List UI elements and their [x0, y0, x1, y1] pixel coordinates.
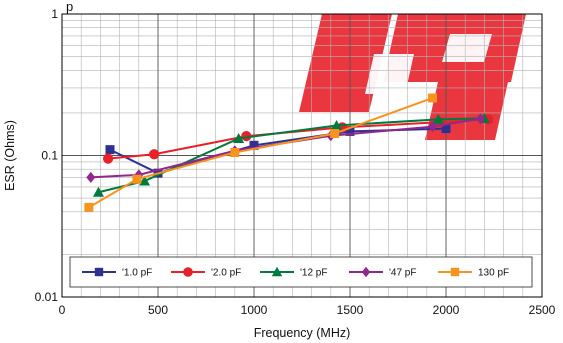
- data-point: [330, 129, 340, 139]
- watermark-cutout: [442, 34, 492, 62]
- data-point: [345, 126, 355, 136]
- series-130-pf: [84, 93, 438, 212]
- data-point: [92, 186, 104, 197]
- legend-box: [69, 256, 533, 288]
- data-point: [441, 124, 451, 134]
- y-tick-label: 0.1: [41, 149, 58, 163]
- data-point: [102, 153, 114, 164]
- data-point: [132, 174, 142, 184]
- data-point: [105, 145, 115, 155]
- x-tick-label: 0: [59, 303, 66, 317]
- data-point: [450, 267, 460, 277]
- x-tick-label: 1000: [241, 303, 268, 317]
- series-layer: [84, 93, 494, 212]
- watermark-cutout: [365, 54, 414, 94]
- data-point: [249, 140, 259, 150]
- data-point: [139, 175, 151, 186]
- data-point: [428, 121, 438, 133]
- legend-label: '1.0 pF: [122, 268, 152, 279]
- series-line: [109, 127, 447, 175]
- legend-label: '2.0 pF: [211, 268, 241, 279]
- plot-frame: [61, 13, 543, 298]
- data-point: [183, 267, 193, 277]
- data-point: [233, 132, 245, 143]
- x-tick-label: 500: [148, 303, 168, 317]
- data-point: [84, 202, 94, 212]
- legend-label: '12 pF: [300, 268, 327, 279]
- y-tick-label: 0.01: [35, 290, 59, 304]
- data-point: [271, 266, 283, 277]
- x-tick-label: 2000: [433, 303, 460, 317]
- data-point: [230, 148, 240, 158]
- legend: '1.0 pF '2.0 pF '12 pF '47 pF 130 pF: [69, 256, 533, 288]
- y-tick-label: 1: [51, 7, 58, 21]
- legend-label: '47 pF: [389, 268, 416, 279]
- data-point: [476, 113, 486, 125]
- x-tick-label: 1500: [337, 303, 364, 317]
- chart-title-fragment: p: [66, 0, 73, 14]
- data-point: [432, 113, 444, 124]
- watermark-shape: [425, 82, 508, 140]
- data-point: [331, 119, 343, 130]
- data-point: [149, 149, 160, 160]
- x-axis-label: Frequency (MHz): [254, 326, 351, 340]
- tick-labels: 0 500 1000 1500 2000 2500 1 0.1 0.01: [35, 7, 556, 317]
- legend-label: 130 pF: [478, 268, 509, 279]
- data-point: [428, 93, 438, 103]
- x-tick-label: 2500: [529, 303, 556, 317]
- data-point: [86, 171, 96, 183]
- data-point: [94, 267, 104, 277]
- y-axis-label: ESR (Ohms): [3, 120, 17, 191]
- data-point: [361, 266, 371, 278]
- series-line: [88, 97, 433, 209]
